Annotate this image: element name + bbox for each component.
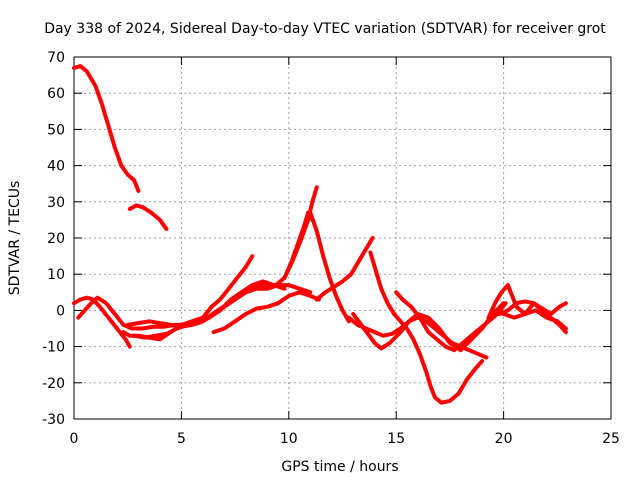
series-line-seg-g	[351, 301, 506, 353]
series-line-seg-c	[308, 210, 351, 324]
series-line-seg-early-high	[72, 64, 141, 193]
series-line-seg-m	[125, 283, 313, 329]
series-layer	[72, 64, 568, 405]
series-line-seg-early-mid	[127, 203, 169, 231]
y-tick-label: 60	[47, 86, 65, 102]
series-line-seg-n	[211, 290, 321, 335]
series-line-seg-o	[132, 279, 287, 340]
series-line-seg-a	[72, 295, 132, 349]
y-axis-label: SDTVAR / TECUs	[7, 181, 23, 296]
y-tick-label: 50	[47, 122, 65, 138]
x-axis-label: GPS time / hours	[281, 459, 398, 475]
x-tick-label: 20	[495, 431, 513, 447]
y-tick-label: 0	[56, 303, 65, 319]
x-tick-label: 5	[177, 431, 186, 447]
x-tick-label: 0	[70, 431, 79, 447]
grid-layer	[74, 57, 611, 419]
y-tick-label: -20	[42, 376, 65, 392]
series-line-seg-b	[76, 185, 319, 331]
y-tick-label: -10	[42, 340, 65, 356]
series-line-seg-j	[497, 299, 568, 316]
series-line-seg-p	[282, 210, 315, 280]
y-tick-label: 40	[47, 159, 65, 175]
y-tick-label: -30	[42, 412, 65, 428]
y-tick-label: 20	[47, 231, 65, 247]
x-tick-label: 15	[387, 431, 405, 447]
y-tick-label: 70	[47, 50, 65, 66]
chart-title: Day 338 of 2024, Sidereal Day-to-day VTE…	[44, 21, 606, 37]
y-tick-label: 30	[47, 195, 65, 211]
series-line-seg-d	[314, 236, 375, 302]
x-tick-label: 25	[602, 431, 620, 447]
x-tick-label: 10	[280, 431, 298, 447]
series-line-seg-h	[394, 290, 508, 353]
y-tick-label: 10	[47, 267, 65, 283]
tick-layer: -30 -20 -10 0 10 20 30 40 50 60 70 0 5 10 15 20 25	[42, 50, 620, 447]
series-line-seg-f	[368, 250, 485, 405]
series-line-seg-k	[490, 308, 568, 331]
